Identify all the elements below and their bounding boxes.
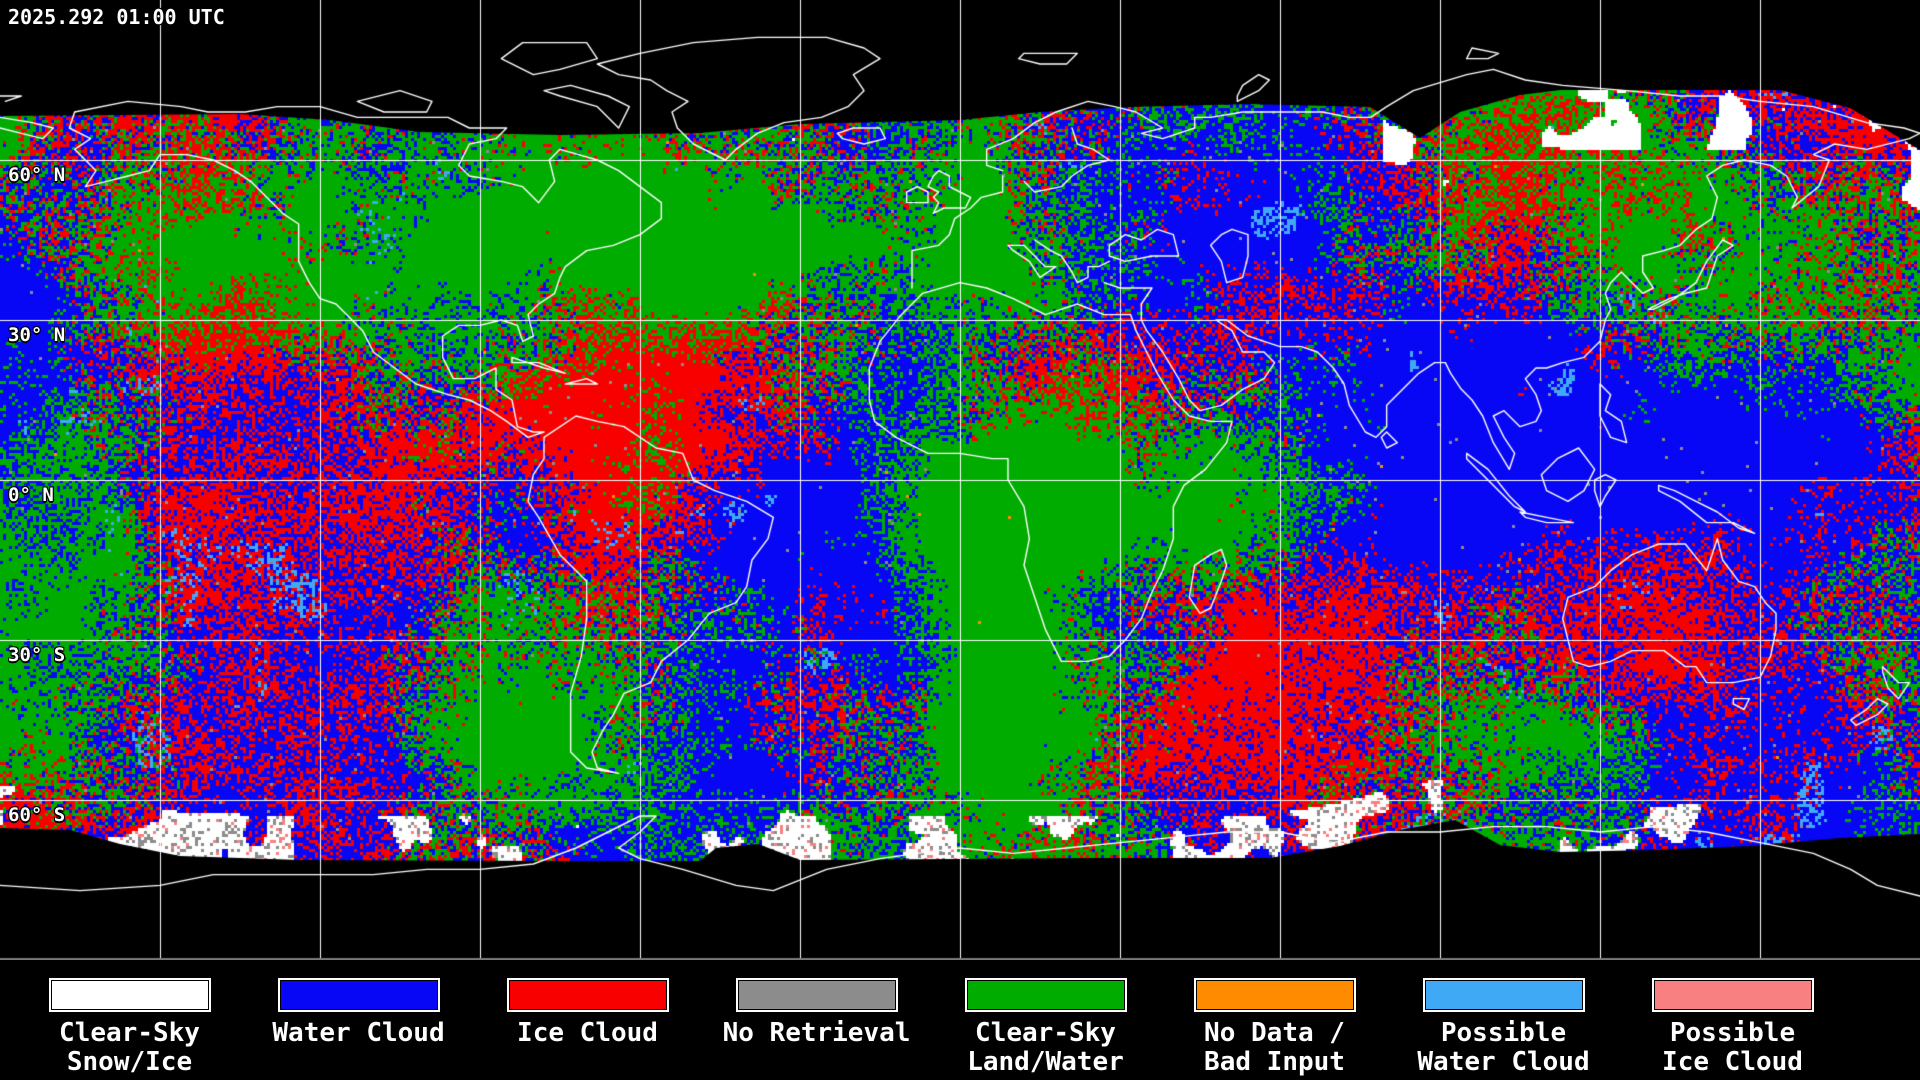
map-area: 2025.292 01:00 UTC 60° N 30° N 0° N 30° S 60… — [0, 0, 1920, 960]
legend-entry-no_data_bad_input: No Data / Bad Input — [1160, 960, 1389, 1077]
latitude-label: 30° N — [8, 324, 66, 346]
latitude-label: 60° N — [8, 164, 66, 186]
legend-swatch-possible_ice_cloud — [1653, 980, 1812, 1010]
timestamp-label: 2025.292 01:00 UTC — [8, 5, 225, 29]
legend-label: Ice Cloud — [1662, 1047, 1803, 1077]
legend-entry-clear_sky_land_water: Clear-Sky Land/Water — [931, 960, 1160, 1077]
legend-swatch-water_cloud — [279, 980, 438, 1010]
legend-swatch-no_retrieval — [737, 980, 896, 1010]
legend-label: Possible — [1440, 1018, 1567, 1048]
legend-label: No Retrieval — [722, 1018, 911, 1048]
latitude-label: 0° N — [8, 484, 54, 506]
legend-swatch-clear_sky_snow_ice — [50, 980, 209, 1010]
latitude-label: 30° S — [8, 644, 66, 666]
legend-label: Water Cloud — [1417, 1047, 1590, 1077]
legend-label: Clear-Sky — [975, 1018, 1116, 1048]
legend-entry-no_retrieval: No Retrieval — [702, 960, 931, 1048]
latitude-label: 60° S — [8, 804, 66, 826]
legend-entry-ice_cloud: Ice Cloud — [473, 960, 702, 1048]
legend-label: Snow/Ice — [66, 1047, 193, 1077]
legend-label: Land/Water — [967, 1047, 1124, 1077]
legend-swatch-no_data_bad_input — [1195, 980, 1354, 1010]
legend-label: Bad Input — [1204, 1047, 1345, 1077]
legend-label: Ice Cloud — [517, 1018, 658, 1048]
cloud-phase-map-canvas — [0, 0, 1920, 960]
legend-label: No Data / — [1204, 1018, 1345, 1048]
legend: Clear-Sky Snow/Ice Water Cloud Ice Cloud No … — [0, 960, 1920, 1080]
legend-entry-possible_ice_cloud: Possible Ice Cloud — [1618, 960, 1847, 1077]
legend-label: Water Cloud — [272, 1018, 445, 1048]
legend-swatch-clear_sky_land_water — [966, 980, 1125, 1010]
legend-label: Possible — [1669, 1018, 1796, 1048]
legend-entry-clear_sky_snow_ice: Clear-Sky Snow/Ice — [15, 960, 244, 1077]
legend-entry-possible_water_cloud: Possible Water Cloud — [1389, 960, 1618, 1077]
legend-entry-water_cloud: Water Cloud — [244, 960, 473, 1048]
legend-label: Clear-Sky — [59, 1018, 200, 1048]
legend-swatch-ice_cloud — [508, 980, 667, 1010]
legend-swatch-possible_water_cloud — [1424, 980, 1583, 1010]
